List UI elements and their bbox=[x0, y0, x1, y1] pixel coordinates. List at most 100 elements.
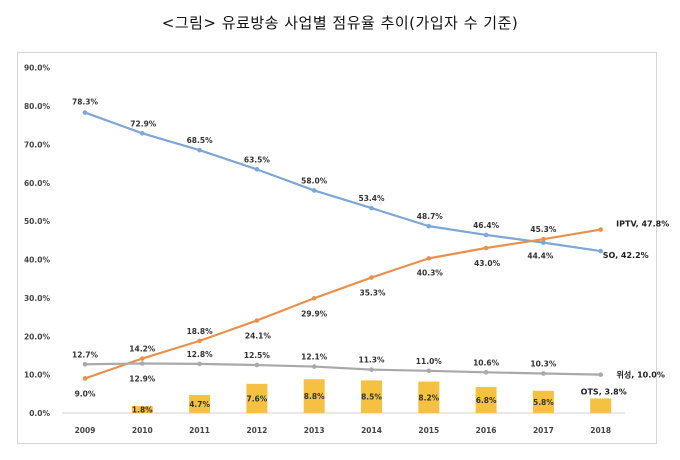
sat-point bbox=[598, 372, 603, 377]
sat-data-label: 11.3% bbox=[358, 356, 385, 365]
sat-data-label: 12.8% bbox=[187, 350, 214, 359]
sat-data-label: 12.1% bbox=[301, 353, 328, 362]
so-data-label: SO, 42.2% bbox=[603, 251, 649, 260]
ots-bar-label: 4.7% bbox=[189, 400, 210, 409]
so-data-label: 48.7% bbox=[417, 212, 444, 221]
ots-bar bbox=[590, 398, 612, 413]
iptv-point bbox=[140, 356, 145, 361]
iptv-point bbox=[254, 318, 260, 323]
x-tick-label: 2012 bbox=[246, 426, 267, 435]
x-tick-label: 2015 bbox=[418, 426, 439, 435]
x-tick-label: 2013 bbox=[304, 426, 325, 435]
ots-bar-label: 6.8% bbox=[476, 396, 497, 405]
ots-bar bbox=[303, 379, 325, 413]
sat-point bbox=[426, 368, 432, 374]
so-point bbox=[541, 240, 546, 245]
x-tick-label: 2009 bbox=[75, 426, 96, 435]
so-point bbox=[140, 130, 145, 136]
so-data-label: 44.4% bbox=[527, 252, 554, 261]
y-tick-label: 30.0% bbox=[24, 294, 51, 303]
ots-bar-label: 7.6% bbox=[246, 394, 267, 403]
sat-point bbox=[254, 362, 260, 368]
ots-bar bbox=[475, 386, 497, 413]
axis-layer: 0.0% 10.0% 20.0% 30.0% 40.0% 50.0% 60.0% 70.0% 8… bbox=[24, 64, 625, 435]
sat-point bbox=[541, 371, 546, 376]
ots-bars bbox=[131, 379, 612, 413]
so-point bbox=[311, 188, 317, 193]
iptv-point bbox=[426, 256, 432, 261]
so-point bbox=[426, 223, 432, 229]
y-tick-label: 70.0% bbox=[24, 140, 51, 149]
so-point bbox=[82, 110, 88, 115]
so-point bbox=[369, 205, 374, 211]
ots-bar bbox=[189, 394, 211, 413]
sat-data-label: 12.7% bbox=[72, 350, 99, 359]
iptv-point bbox=[82, 376, 88, 381]
so-point bbox=[197, 147, 202, 153]
ots-bar-label: 1.8% bbox=[132, 406, 153, 415]
sat-data-label: 10.3% bbox=[530, 359, 557, 368]
so-point bbox=[598, 248, 603, 254]
iptv-data-label: 9.0% bbox=[75, 389, 96, 398]
iptv-data-label: 29.9% bbox=[301, 309, 328, 318]
iptv-data-label: 18.8% bbox=[187, 327, 214, 336]
ots-bar bbox=[532, 390, 554, 413]
sat-data-label: 12.5% bbox=[244, 351, 271, 360]
ots-bar bbox=[246, 383, 268, 413]
iptv-data-label: 24.1% bbox=[245, 332, 272, 341]
x-tick-label: 2017 bbox=[533, 426, 554, 435]
y-tick-label: 20.0% bbox=[24, 332, 51, 341]
x-tick-label: 2010 bbox=[132, 426, 153, 435]
sat-line bbox=[84, 362, 601, 376]
ots-bar bbox=[361, 380, 382, 413]
ots-bar-label: 8.5% bbox=[361, 393, 382, 402]
sat-point bbox=[369, 367, 374, 372]
so-data-label: 68.5% bbox=[187, 136, 214, 145]
so-data-label: 78.3% bbox=[72, 98, 99, 107]
x-tick-label: 2014 bbox=[361, 426, 382, 435]
x-tick-label: 2018 bbox=[590, 426, 611, 435]
data-labels: 78.3% 72.9% 68.5% 63.5% 58.0% 53.4% 48.7% 46.4%… bbox=[72, 98, 669, 415]
iptv-data-label: 40.3% bbox=[417, 268, 444, 277]
iptv-point bbox=[369, 275, 374, 280]
iptv-data-label: 43.0% bbox=[474, 259, 501, 268]
y-tick-label: 90.0% bbox=[24, 64, 51, 73]
sat-data-label: 위성, 10.0% bbox=[617, 370, 665, 380]
chart-title: <그림> 유료방송 사업별 점유율 추이(가입자 수 기준) bbox=[161, 14, 519, 32]
y-tick-label: 10.0% bbox=[24, 371, 51, 380]
so-point bbox=[483, 232, 489, 238]
line-series bbox=[82, 110, 603, 381]
y-tick-label: 50.0% bbox=[24, 217, 51, 226]
x-tick-label: 2016 bbox=[476, 426, 497, 435]
iptv-point bbox=[197, 338, 202, 344]
so-line bbox=[84, 111, 601, 253]
ots-bar bbox=[131, 406, 153, 413]
iptv-point bbox=[541, 236, 546, 242]
y-tick-label: 0.0% bbox=[29, 409, 50, 418]
y-tick-label: 80.0% bbox=[24, 102, 51, 111]
ots-bar-label: OTS, 3.8% bbox=[581, 387, 627, 396]
ots-bar-label: 8.2% bbox=[418, 393, 439, 402]
ots-bar-label: 5.8% bbox=[533, 398, 554, 407]
y-tick-label: 60.0% bbox=[24, 179, 51, 188]
so-data-label: 53.4% bbox=[358, 194, 385, 203]
iptv-point bbox=[483, 245, 489, 251]
so-data-label: 63.5% bbox=[244, 155, 271, 164]
y-tick-label: 40.0% bbox=[24, 256, 51, 265]
so-data-label: 72.9% bbox=[130, 119, 157, 128]
iptv-data-label: 14.2% bbox=[129, 345, 156, 354]
iptv-point bbox=[598, 227, 603, 232]
x-tick-label: 2011 bbox=[189, 426, 210, 435]
sat-data-label: 10.6% bbox=[473, 358, 500, 367]
sat-point bbox=[483, 370, 489, 375]
ots-bar-label: 8.8% bbox=[304, 392, 325, 401]
iptv-data-label: 45.3% bbox=[530, 225, 557, 234]
so-data-label: 58.0% bbox=[301, 176, 328, 185]
so-data-label: 46.4% bbox=[473, 221, 500, 230]
sat-point bbox=[197, 361, 202, 367]
iptv-data-label: IPTV, 47.8% bbox=[616, 220, 669, 229]
sat-data-label: 11.0% bbox=[416, 357, 443, 366]
sat-point bbox=[311, 364, 317, 369]
sat-point bbox=[82, 361, 88, 367]
